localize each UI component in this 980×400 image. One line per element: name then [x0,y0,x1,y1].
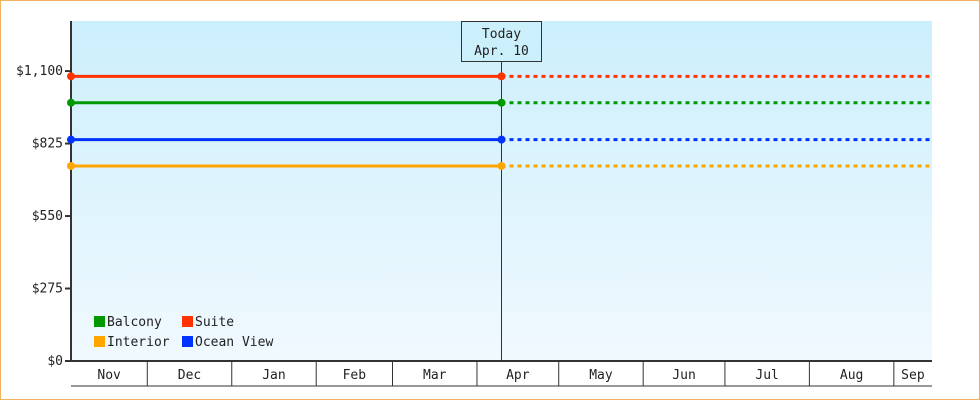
x-tick-label: Mar [423,368,447,383]
x-tick-label: Apr [506,368,530,383]
x-tick-label: May [589,368,613,383]
y-tick-label: $0 [47,354,63,369]
x-tick-label: Jul [755,368,778,383]
y-tick-label: $1,100 [16,64,63,79]
x-tick-label: Aug [840,368,863,383]
legend-swatch [182,316,193,327]
y-tick-label: $550 [32,209,63,224]
today-date-label: Apr. 10 [474,44,529,59]
legend-swatch [94,336,105,347]
x-tick-label: Feb [343,368,367,383]
data-point [497,98,506,107]
legend-swatch [94,316,105,327]
data-point [67,161,75,170]
data-point [497,135,506,144]
data-point [497,72,506,81]
data-point [67,98,75,107]
legend-label: Interior [107,335,170,350]
data-point [67,135,75,144]
x-tick-label: Jan [262,368,285,383]
x-tick-label: Jun [672,368,695,383]
data-point [497,161,506,170]
x-tick-label: Sep [901,368,925,383]
today-label: Today [482,27,521,42]
y-tick-label: $275 [32,282,63,297]
legend-label: Suite [195,315,234,330]
y-tick-label: $825 [32,137,63,152]
x-tick-label: Dec [178,368,201,383]
today-label-box [461,21,542,62]
legend-label: Ocean View [195,335,273,350]
data-point [67,72,75,81]
x-tick-label: Nov [97,368,121,383]
legend-swatch [182,336,193,347]
legend-label: Balcony [107,315,162,330]
